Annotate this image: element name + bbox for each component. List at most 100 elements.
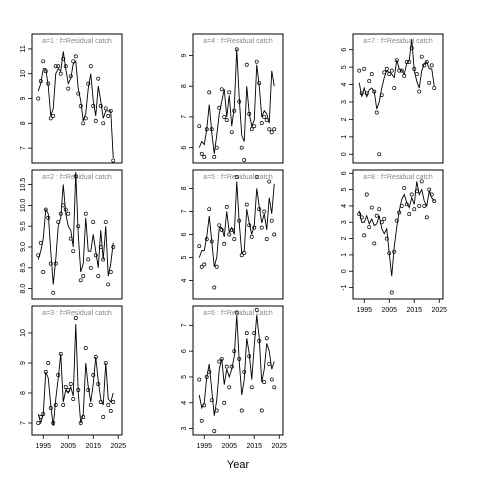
data-point bbox=[244, 62, 249, 67]
y-tick-label: 9.5 bbox=[20, 221, 27, 231]
data-point bbox=[262, 209, 267, 214]
data-point bbox=[249, 385, 254, 390]
y-tick-label: 8.5 bbox=[20, 263, 27, 273]
data-point bbox=[402, 186, 407, 190]
data-point bbox=[96, 274, 101, 279]
data-point bbox=[382, 217, 387, 221]
data-point bbox=[197, 124, 202, 129]
y-tick-label: 7 bbox=[20, 146, 27, 150]
data-point bbox=[209, 398, 214, 403]
y-tick-label: 4 bbox=[341, 83, 348, 87]
y-tick-label: 1 bbox=[341, 253, 348, 257]
data-point bbox=[369, 72, 374, 77]
data-point bbox=[267, 127, 272, 132]
y-tick-label: 8 bbox=[181, 84, 188, 88]
fitted-line bbox=[198, 314, 275, 416]
panel-title: a=3 : f=Residual catch bbox=[42, 310, 112, 317]
data-point bbox=[91, 103, 96, 108]
x-tick-label: 2015 bbox=[406, 307, 422, 314]
data-point bbox=[83, 346, 88, 350]
data-point bbox=[252, 124, 257, 129]
data-point bbox=[61, 56, 66, 61]
x-tick-label: 1995 bbox=[196, 443, 212, 450]
data-point bbox=[214, 264, 219, 269]
data-point bbox=[227, 232, 232, 237]
data-point bbox=[244, 331, 249, 336]
data-point bbox=[272, 385, 277, 390]
data-point bbox=[249, 127, 254, 132]
plot-frame bbox=[352, 33, 444, 164]
data-point bbox=[377, 207, 382, 212]
y-tick-label: 2 bbox=[341, 117, 348, 121]
y-tick-label: 0 bbox=[341, 152, 348, 156]
data-point bbox=[207, 90, 212, 95]
data-point bbox=[269, 377, 274, 382]
x-tick-label: 2005 bbox=[60, 443, 76, 450]
data-point bbox=[419, 54, 424, 59]
data-point bbox=[234, 310, 239, 315]
y-tick-label: 5 bbox=[341, 65, 348, 69]
data-point bbox=[68, 382, 73, 386]
data-point bbox=[71, 59, 76, 64]
x-tick-label: 1995 bbox=[35, 443, 51, 450]
data-point bbox=[66, 86, 71, 91]
data-point bbox=[267, 179, 272, 184]
data-point bbox=[217, 359, 222, 364]
data-point bbox=[224, 364, 229, 369]
data-point bbox=[267, 362, 272, 366]
data-point bbox=[409, 192, 414, 197]
data-point bbox=[227, 385, 232, 390]
data-point bbox=[73, 316, 78, 320]
data-point bbox=[412, 207, 417, 212]
data-point bbox=[78, 278, 83, 283]
data-point bbox=[103, 220, 108, 224]
data-point bbox=[432, 86, 437, 90]
data-point bbox=[392, 86, 397, 90]
y-tick-label: 10 bbox=[20, 329, 27, 337]
data-point bbox=[422, 203, 427, 208]
y-tick-label: 7 bbox=[181, 209, 188, 213]
data-point bbox=[103, 106, 108, 111]
x-tick-label: 2005 bbox=[381, 307, 397, 314]
data-point bbox=[367, 79, 372, 84]
data-point bbox=[76, 91, 81, 96]
data-point bbox=[254, 174, 259, 179]
data-point bbox=[93, 118, 98, 123]
data-point bbox=[48, 116, 53, 121]
y-tick-label: 7 bbox=[181, 115, 188, 119]
data-point bbox=[252, 331, 257, 336]
y-tick-label: 6 bbox=[341, 171, 348, 175]
data-point bbox=[199, 151, 204, 156]
plot-frame bbox=[31, 169, 123, 300]
data-point bbox=[71, 249, 76, 254]
data-point bbox=[417, 203, 422, 208]
y-tick-label: 3 bbox=[341, 100, 348, 104]
plot-frame bbox=[31, 305, 123, 436]
y-tick-label: 8 bbox=[20, 121, 27, 125]
data-point bbox=[424, 215, 429, 220]
data-point bbox=[369, 205, 374, 210]
y-tick-label: 4 bbox=[341, 204, 348, 208]
data-point bbox=[272, 127, 277, 132]
data-point bbox=[36, 421, 41, 425]
y-tick-label: 9 bbox=[20, 361, 27, 365]
data-point bbox=[91, 373, 96, 377]
data-point bbox=[212, 154, 217, 159]
data-point bbox=[259, 408, 264, 413]
data-point bbox=[249, 234, 254, 239]
y-tick-label: 6 bbox=[341, 48, 348, 52]
data-point bbox=[108, 409, 113, 413]
data-point bbox=[98, 103, 103, 108]
fitted-line bbox=[358, 181, 435, 277]
data-point bbox=[262, 114, 267, 119]
y-tick-label: 8 bbox=[20, 391, 27, 395]
data-point bbox=[394, 218, 399, 223]
data-point bbox=[389, 290, 394, 295]
panel-title: a=1 : f=Residual catch bbox=[42, 38, 112, 45]
x-tick-label: 2025 bbox=[110, 443, 126, 450]
data-point bbox=[212, 429, 217, 434]
y-tick-label: 3 bbox=[341, 220, 348, 224]
data-point bbox=[41, 59, 46, 64]
data-point bbox=[88, 403, 93, 407]
